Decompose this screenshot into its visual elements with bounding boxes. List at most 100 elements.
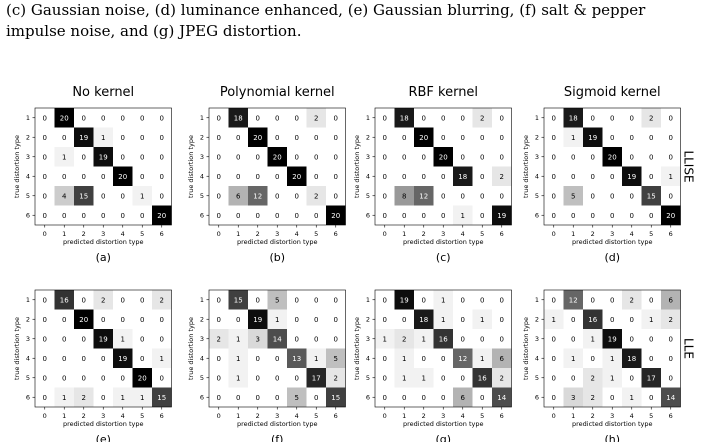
cell-value-label: 0 (314, 134, 318, 142)
heatmap-cell (583, 329, 603, 349)
heatmap-cell (35, 387, 55, 407)
cell-value-label: 0 (480, 192, 484, 200)
heatmap-cell (326, 166, 346, 186)
cell-value-label: 0 (101, 212, 105, 220)
cell-value-label: 12 (253, 192, 262, 200)
heatmap-cell (93, 186, 113, 206)
cell-value-label: 0 (669, 374, 673, 382)
heatmap-cell (622, 348, 642, 368)
cell-value-label: 20 (666, 212, 675, 220)
cell-value-label: 0 (82, 114, 86, 122)
heatmap-cell (113, 108, 133, 128)
cell-value-label: 0 (217, 192, 221, 200)
x-tick-label: 6 (160, 230, 164, 238)
cell-value-label: 0 (314, 153, 318, 161)
heatmap-cell (563, 290, 583, 310)
heatmap-cell (248, 108, 268, 128)
heatmap-cell (248, 368, 268, 388)
x-tick-label: 4 (461, 412, 465, 420)
heatmap-cell (35, 329, 55, 349)
heatmap-cell (414, 329, 434, 349)
cell-value-label: 0 (610, 192, 614, 200)
x-tick-label: 5 (480, 230, 484, 238)
heatmap-cell (228, 205, 248, 225)
cell-value-label: 0 (422, 355, 426, 363)
cell-value-label: 0 (314, 316, 318, 324)
cell-value-label: 0 (160, 114, 164, 122)
heatmap-cell (622, 368, 642, 388)
heatmap-cell (544, 309, 564, 329)
cell-value-label: 0 (43, 355, 47, 363)
heatmap-cell (132, 329, 152, 349)
heatmap-cell (267, 147, 287, 167)
heatmap-cell (93, 348, 113, 368)
cell-value-label: 0 (461, 374, 465, 382)
cell-value-label: 0 (256, 153, 260, 161)
heatmap-cell (414, 127, 434, 147)
x-tick-label: 2 (82, 412, 86, 420)
heatmap-cell (152, 186, 172, 206)
cell-value-label: 1 (669, 173, 673, 181)
x-tick-label: 1 (402, 412, 406, 420)
cell-value-label: 0 (630, 134, 634, 142)
heatmap-cell (472, 348, 492, 368)
cell-value-label: 0 (571, 316, 575, 324)
cell-value-label: 0 (160, 316, 164, 324)
heatmap-cell (433, 290, 453, 310)
cell-value-label: 0 (236, 173, 240, 181)
heatmap-cell (661, 329, 681, 349)
heatmap-cell (209, 186, 229, 206)
cell-value-label: 2 (500, 374, 504, 382)
heatmap-cell (54, 290, 74, 310)
y-tick-label: 4 (366, 173, 370, 181)
heatmap-cell (113, 147, 133, 167)
y-tick-label: 4 (366, 355, 370, 363)
x-axis-label: predicted distortion type (63, 238, 143, 246)
cell-value-label: 0 (121, 374, 125, 382)
cell-value-label: 0 (217, 114, 221, 122)
y-axis-label: true distortion type (187, 317, 195, 380)
cell-value-label: 20 (79, 316, 88, 324)
heatmap-cell (113, 290, 133, 310)
cell-value-label: 0 (256, 114, 260, 122)
heatmap-cell (209, 108, 229, 128)
cell-value-label: 0 (43, 134, 47, 142)
heatmap-cell (152, 309, 172, 329)
heatmap-cell (544, 127, 564, 147)
y-axis-label: true distortion type (13, 135, 21, 198)
cell-value-label: 0 (552, 374, 556, 382)
cell-value-label: 0 (43, 212, 47, 220)
y-tick-label: 2 (366, 134, 370, 142)
cell-value-label: 6 (669, 296, 674, 304)
heatmap-cell (375, 186, 395, 206)
cell-value-label: 0 (610, 394, 614, 402)
cell-value-label: 0 (500, 153, 504, 161)
cell-value-label: 0 (591, 114, 595, 122)
y-tick-label: 6 (535, 212, 539, 220)
heatmap-cell (35, 108, 55, 128)
x-tick-label: 5 (480, 412, 484, 420)
heatmap-cell (433, 348, 453, 368)
cell-value-label: 1 (649, 316, 653, 324)
heatmap-cell (453, 329, 473, 349)
cell-value-label: 1 (236, 374, 240, 382)
heatmap-cell (394, 166, 414, 186)
x-tick-label: 0 (43, 230, 47, 238)
heatmap-cell (209, 147, 229, 167)
heatmap-cell (472, 127, 492, 147)
heatmap-cell (602, 329, 622, 349)
heatmap-cell (326, 205, 346, 225)
heatmap-cell (152, 166, 172, 186)
cell-value-label: 0 (480, 394, 484, 402)
heatmap-cell (375, 387, 395, 407)
heatmap-cell (375, 290, 395, 310)
cell-value-label: 0 (256, 212, 260, 220)
cell-value-label: 5 (295, 394, 299, 402)
cell-value-label: 0 (480, 173, 484, 181)
y-tick-label: 1 (535, 296, 539, 304)
cell-value-label: 0 (500, 296, 504, 304)
heatmap-cell (326, 290, 346, 310)
cell-value-label: 6 (500, 355, 505, 363)
cell-value-label: 0 (140, 296, 144, 304)
heatmap-cell (326, 127, 346, 147)
